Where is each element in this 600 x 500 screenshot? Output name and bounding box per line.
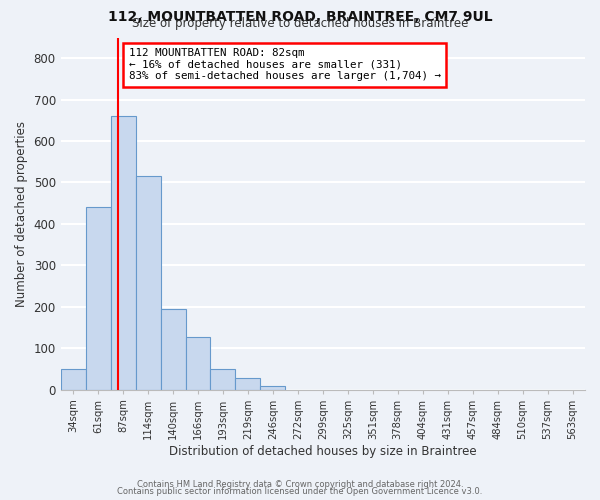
Bar <box>260 386 286 390</box>
Bar <box>61 369 86 390</box>
Text: 112 MOUNTBATTEN ROAD: 82sqm
← 16% of detached houses are smaller (331)
83% of se: 112 MOUNTBATTEN ROAD: 82sqm ← 16% of det… <box>129 48 441 82</box>
Bar <box>235 378 260 390</box>
Y-axis label: Number of detached properties: Number of detached properties <box>15 120 28 306</box>
Text: Size of property relative to detached houses in Braintree: Size of property relative to detached ho… <box>132 18 468 30</box>
Bar <box>110 116 136 390</box>
Text: 112, MOUNTBATTEN ROAD, BRAINTREE, CM7 9UL: 112, MOUNTBATTEN ROAD, BRAINTREE, CM7 9U… <box>107 10 493 24</box>
Bar <box>86 208 110 390</box>
Text: Contains public sector information licensed under the Open Government Licence v3: Contains public sector information licen… <box>118 487 482 496</box>
Bar <box>161 309 185 390</box>
X-axis label: Distribution of detached houses by size in Braintree: Distribution of detached houses by size … <box>169 444 476 458</box>
Text: Contains HM Land Registry data © Crown copyright and database right 2024.: Contains HM Land Registry data © Crown c… <box>137 480 463 489</box>
Bar <box>211 369 235 390</box>
Bar <box>185 337 211 390</box>
Bar <box>136 176 161 390</box>
